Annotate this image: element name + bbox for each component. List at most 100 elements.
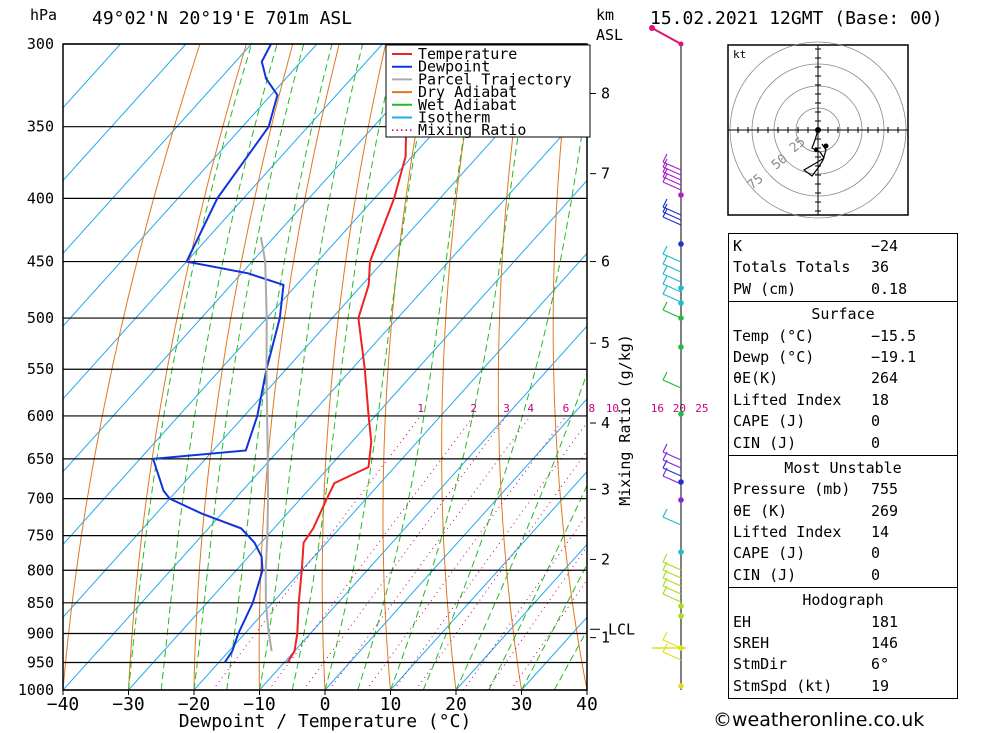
temperature-tick-label: −30 — [112, 694, 145, 715]
isotherm-line — [259, 325, 587, 690]
hodograph-value: 146 — [871, 634, 899, 653]
surface-label: θE(K) — [733, 369, 779, 388]
parcel-trajectory-series — [260, 237, 273, 652]
dry-adiabat-line — [128, 44, 247, 690]
wet-adiabat-line — [291, 44, 397, 690]
pressure-tick-label: 650 — [27, 450, 54, 468]
hodograph-label: EH — [733, 612, 752, 631]
dry-adiabat-line — [658, 44, 718, 690]
most-unstable-row: θE (K) 269 — [733, 501, 953, 522]
pressure-tick-label: 850 — [27, 594, 54, 612]
most-unstable-label: Lifted Index — [733, 523, 842, 542]
surface-title: Surface — [811, 305, 875, 324]
most-unstable-label: CAPE (J) — [733, 544, 806, 563]
pressure-tick-label: 800 — [27, 561, 54, 579]
pressure-tick-label: 600 — [27, 407, 54, 425]
isotherm-line — [63, 44, 252, 255]
stats-panel: K −24 Totals Totals 36 PW (cm) 0.18 Surface… — [728, 233, 958, 700]
mixing-ratio-axis-label: Mixing Ratio (g/kg) — [616, 334, 634, 506]
mixing-ratio-label: 6 — [563, 402, 570, 415]
hodograph-label: SREH — [733, 634, 770, 653]
isotherm-line — [63, 107, 587, 690]
legend-label: Dewpoint — [418, 58, 490, 76]
pressure-tick-label: 950 — [27, 653, 54, 671]
pressure-tick-label: 750 — [27, 527, 54, 545]
pressure-tick-label: 500 — [27, 309, 54, 327]
mixing-ratio-line — [393, 421, 587, 690]
wet-adiabat-line — [357, 44, 480, 690]
totals-totals-row: Totals Totals 36 — [733, 258, 890, 277]
most-unstable-label: Pressure (mb) — [733, 480, 851, 499]
temperature-tick-label: 0 — [320, 694, 331, 715]
lcl-label: LCL — [608, 620, 635, 638]
wet-adiabat-line — [193, 44, 305, 690]
x-axis-label: Dewpoint / Temperature (°C) — [179, 711, 472, 732]
km-label: km — [596, 6, 614, 24]
surface-label: Dewp (°C) — [733, 347, 815, 366]
dry-adiabat-line — [497, 44, 526, 690]
km-tick-label: 3 — [601, 480, 610, 498]
legend-label: Parcel Trajectory — [418, 70, 572, 88]
legend-label: Dry Adiabat — [418, 83, 517, 101]
indices-section: K −24 Totals Totals 36 PW (cm) 0.18 — [729, 234, 957, 303]
hodograph-stats-title: Hodograph — [802, 591, 884, 610]
temperature-tick-label: 30 — [511, 694, 533, 715]
most-unstable-value: 755 — [871, 480, 899, 499]
hodograph-label: StmDir — [733, 655, 788, 674]
legend-label: Mixing Ratio — [418, 121, 526, 139]
mixing-ratio-label: 25 — [695, 402, 708, 415]
most-unstable-value: 0 — [871, 544, 881, 563]
legend-label: Isotherm — [418, 109, 490, 127]
most-unstable-row: CAPE (J) 0 — [733, 543, 953, 564]
hodograph-row: EH 181 — [733, 612, 953, 633]
surface-row: CAPE (J) 0 — [733, 411, 953, 432]
km-tick-label: 4 — [601, 414, 610, 432]
most-unstable-value: 14 — [871, 523, 890, 542]
mixing-ratio-line — [463, 513, 587, 690]
pressure-tick-label: 300 — [27, 35, 54, 53]
mixing-ratio-label: 3 — [503, 402, 510, 415]
km-tick-label: 5 — [601, 334, 610, 352]
temperature-tick-label: 10 — [380, 694, 402, 715]
most-unstable-title: Most Unstable — [784, 458, 902, 477]
legend-label: Wet Adiabat — [418, 96, 517, 114]
most-unstable-label: θE (K) — [733, 501, 788, 520]
pressure-tick-label: 900 — [27, 624, 54, 642]
mixing-ratio-label: 8 — [589, 402, 596, 415]
isotherm-line — [455, 543, 587, 690]
wet-adiabat-line — [455, 371, 587, 690]
surface-section: Surface Temp (°C) −15.5 Dewp (°C) −19.1 θE(K… — [729, 302, 957, 456]
mixing-ratio-label: 20 — [673, 402, 686, 415]
isotherm-line — [63, 44, 318, 327]
surface-row: θE(K) 264 — [733, 368, 953, 389]
km-tick-label: 7 — [601, 165, 610, 183]
mixing-ratio-line — [268, 415, 475, 690]
hodograph-row: SREH 146 — [733, 633, 953, 654]
isotherm-line — [128, 179, 587, 690]
mixing-ratio-label: 1 — [417, 402, 424, 415]
hodograph-unit-label: kt — [733, 48, 746, 61]
most-unstable-row: Lifted Index 14 — [733, 522, 953, 543]
most-unstable-row: Pressure (mb) 755 — [733, 479, 953, 500]
mixing-ratio-label: 2 — [470, 402, 477, 415]
isotherm-line — [193, 252, 587, 690]
wind-profile — [649, 25, 686, 690]
mixing-ratio-label: 4 — [527, 402, 534, 415]
most-unstable-value: 0 — [871, 565, 881, 584]
pressure-tick-labels: 300 350 400 450 500 550 600 650 700 750 800 850 900 9… — [18, 35, 54, 699]
mixing-ratio-line — [415, 450, 587, 690]
hodograph-stats-section: Hodograph EH 181 SREH 146 StmDir 6° StmSpd (kt… — [729, 588, 957, 700]
hodograph-label: StmSpd (kt) — [733, 676, 833, 695]
isotherm-line — [324, 398, 587, 690]
asl-label: ASL — [596, 26, 623, 44]
mixing-ratio-label: 10 — [606, 402, 619, 415]
surface-row: CIN (J) 0 — [733, 433, 953, 454]
isotherm-line — [63, 44, 187, 182]
surface-value: 264 — [871, 369, 899, 388]
credit-link[interactable]: ©weatheronline.co.uk — [713, 709, 925, 731]
temperature-tick-label: −40 — [47, 694, 80, 715]
isotherm-line — [63, 44, 121, 109]
most-unstable-value: 269 — [871, 501, 899, 520]
